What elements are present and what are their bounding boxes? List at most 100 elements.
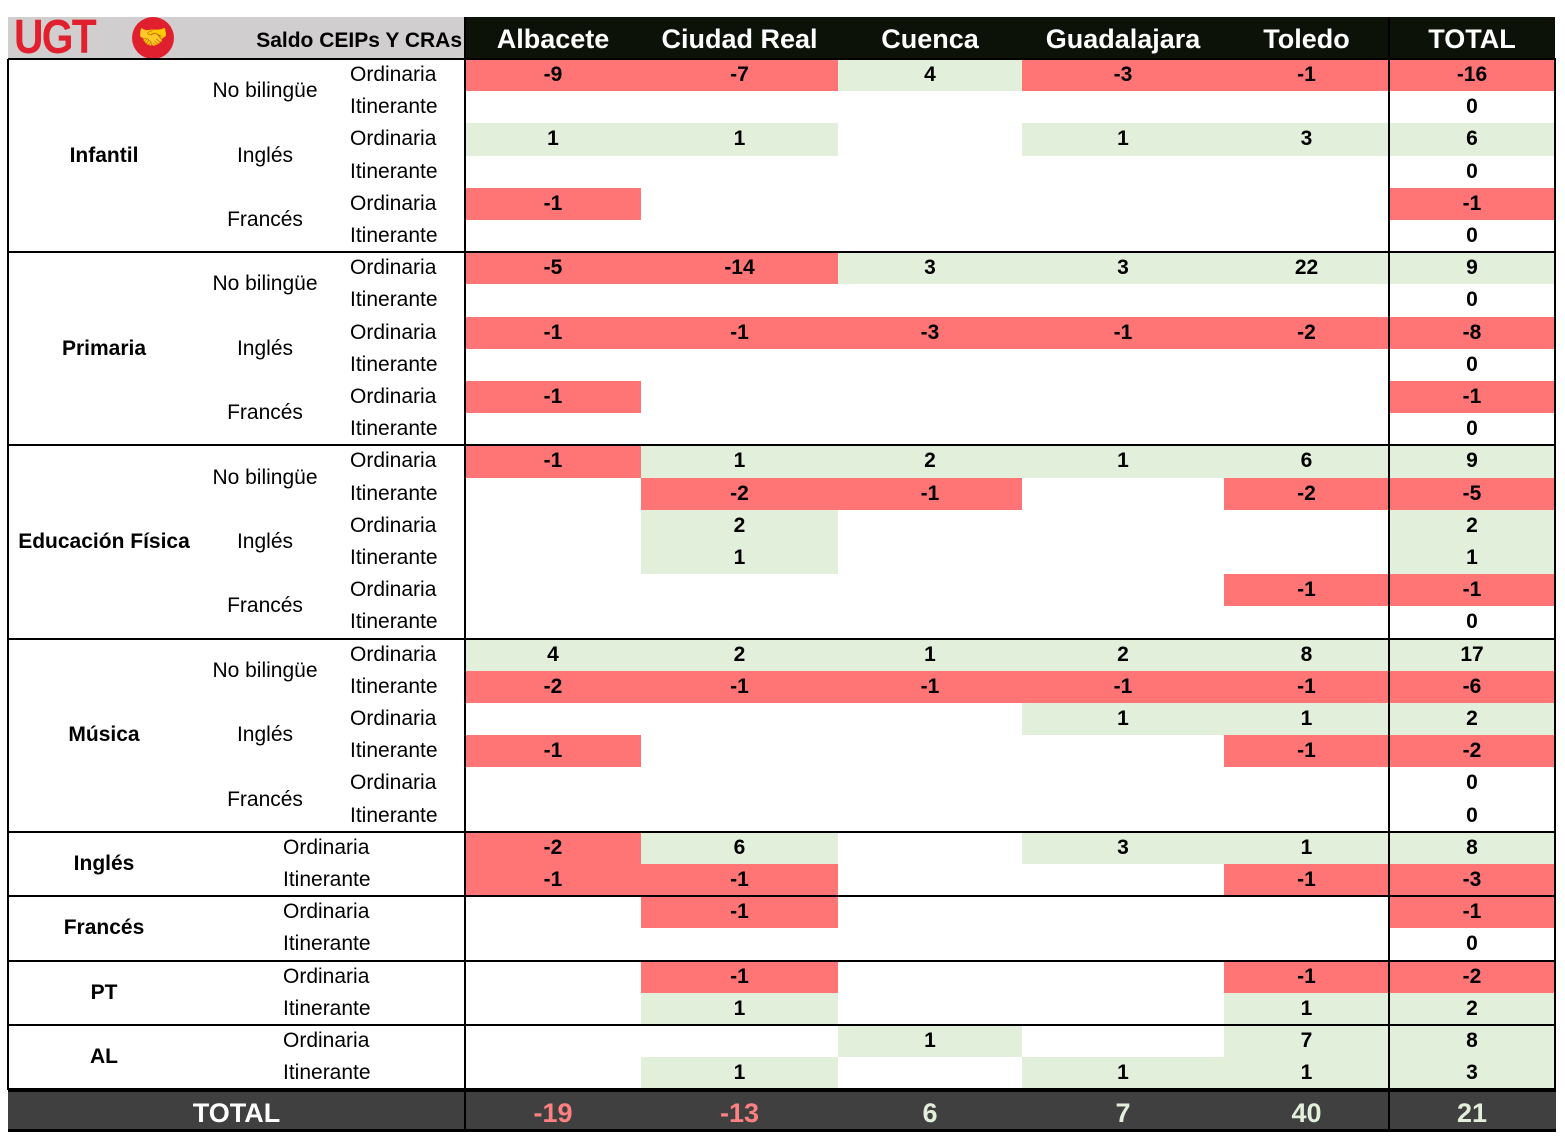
value-cell: -2 <box>1224 316 1389 349</box>
value-cell <box>465 574 641 606</box>
value-cell <box>838 381 1022 413</box>
value-cell <box>838 349 1022 381</box>
value-cell <box>838 220 1022 252</box>
group-label: Infantil <box>69 143 139 167</box>
value-cell: 1 <box>641 542 838 575</box>
value-cell <box>1022 864 1224 896</box>
column-divider <box>1388 17 1390 1132</box>
row-type-label: Ordinaria <box>350 642 437 666</box>
value-cell: -5 <box>1389 477 1555 510</box>
row-type-label: Itinerante <box>283 996 371 1020</box>
value-cell: 1 <box>465 123 641 156</box>
value-cell <box>465 800 641 832</box>
value-cell: -1 <box>641 896 838 929</box>
row-type-label: Ordinaria <box>350 578 437 602</box>
value-cell: -1 <box>1224 59 1389 92</box>
value-cell: -1 <box>838 670 1022 703</box>
row-type-label: Itinerante <box>350 417 438 441</box>
value-cell <box>1022 961 1224 993</box>
value-cell <box>1224 188 1389 220</box>
value-cell <box>465 767 641 799</box>
value-cell <box>465 1025 641 1057</box>
column-divider <box>464 17 466 1132</box>
group-label: Educación Física <box>18 530 190 553</box>
row-type-label: Ordinaria <box>350 449 437 473</box>
value-cell <box>1224 510 1389 542</box>
value-cell: 1 <box>641 992 838 1025</box>
value-cell <box>838 284 1022 316</box>
handshake-icon: 🤝 <box>132 17 174 59</box>
value-cell: 1 <box>1022 703 1224 736</box>
value-cell: 0 <box>1466 95 1478 119</box>
value-cell <box>465 1057 641 1089</box>
total-value: 21 <box>1456 1098 1488 1128</box>
value-cell: 0 <box>1466 288 1478 312</box>
value-cell: 1 <box>1022 123 1224 156</box>
value-cell: 17 <box>1389 638 1555 671</box>
value-cell <box>641 800 838 832</box>
value-cell <box>838 91 1022 123</box>
value-cell <box>1224 767 1389 799</box>
value-cell <box>1224 606 1389 638</box>
value-cell <box>838 606 1022 638</box>
value-cell <box>1224 220 1389 252</box>
value-cell <box>1224 800 1389 832</box>
row-type-label: Ordinaria <box>283 835 370 859</box>
column-header-guadalajara: Guadalajara <box>1045 24 1201 54</box>
value-cell: 2 <box>1389 992 1555 1025</box>
row-type-label: Itinerante <box>283 1061 371 1085</box>
row-type-label: Itinerante <box>350 224 438 247</box>
value-cell: 0 <box>1466 159 1478 183</box>
table-title: Saldo CEIPs Y CRAs <box>256 29 462 52</box>
value-cell <box>641 703 838 735</box>
value-cell <box>1022 91 1224 123</box>
value-cell <box>1022 993 1224 1025</box>
value-cell: -1 <box>1224 670 1389 703</box>
value-cell <box>838 928 1022 960</box>
value-cell: -7 <box>641 59 838 92</box>
row-divider <box>8 1088 1556 1091</box>
value-cell: -1 <box>465 864 641 897</box>
value-cell: -1 <box>1389 896 1555 929</box>
value-cell: -1 <box>641 316 838 349</box>
value-cell <box>465 993 641 1025</box>
value-cell: 3 <box>1022 831 1224 864</box>
row-divider <box>8 1024 1556 1026</box>
row-divider <box>8 830 1556 833</box>
value-cell <box>838 510 1022 542</box>
row-type-label: Itinerante <box>350 288 438 312</box>
value-cell: 1 <box>1224 1057 1389 1090</box>
total-row <box>8 1090 1556 1132</box>
value-cell: -3 <box>838 316 1022 349</box>
group-label: AL <box>90 1045 118 1069</box>
value-cell <box>641 220 838 252</box>
value-cell: 2 <box>1389 509 1555 542</box>
total-value: -13 <box>719 1098 760 1128</box>
value-cell <box>641 91 838 123</box>
row-type-label: Itinerante <box>283 932 371 956</box>
row-divider <box>8 58 1556 60</box>
value-cell: 6 <box>1389 123 1555 156</box>
value-cell: 1 <box>641 1057 838 1090</box>
value-cell: -1 <box>838 477 1022 510</box>
value-cell <box>465 91 641 123</box>
value-cell: 1 <box>1224 703 1389 736</box>
group-label: Francés <box>63 916 145 940</box>
value-cell: 6 <box>641 831 838 864</box>
value-cell: -1 <box>641 864 838 897</box>
group-label: Inglés <box>73 852 135 875</box>
value-cell: 1 <box>1022 1057 1224 1090</box>
row-type-label: Ordinaria <box>350 385 437 408</box>
value-cell <box>1022 381 1224 413</box>
value-cell: 8 <box>1389 1025 1555 1058</box>
value-cell <box>1022 606 1224 638</box>
value-cell <box>838 767 1022 799</box>
value-cell: 4 <box>465 638 641 671</box>
value-cell: -1 <box>1389 574 1555 607</box>
value-cell <box>1224 156 1389 188</box>
value-cell <box>465 284 641 316</box>
value-cell <box>641 928 838 960</box>
value-cell <box>465 156 641 188</box>
value-cell: -3 <box>1389 864 1555 897</box>
value-cell: 1 <box>1389 542 1555 575</box>
